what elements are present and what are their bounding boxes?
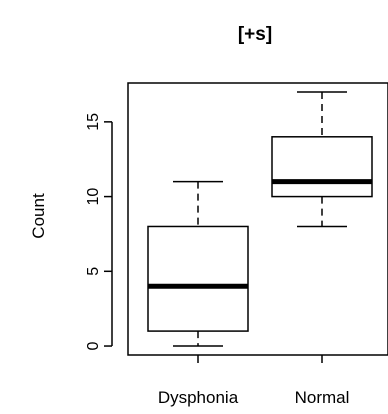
- y-tick-label: 15: [85, 113, 102, 131]
- box-normal: [271, 91, 373, 228]
- y-tick-label: 10: [85, 188, 102, 206]
- iqr-box: [271, 136, 373, 198]
- y-axis: 0 5 10 15: [85, 113, 113, 350]
- y-tick-label: 0: [85, 341, 102, 350]
- y-axis-label: Count: [29, 193, 48, 239]
- iqr-box: [147, 225, 249, 332]
- box-dysphonia: [147, 180, 249, 347]
- boxes-group: [147, 91, 373, 347]
- plot-frame: [127, 82, 388, 356]
- y-tick-label: 5: [85, 267, 102, 276]
- x-tick-label: Dysphonia: [158, 388, 239, 407]
- x-tick-label: Normal: [295, 388, 350, 407]
- chart-title: [+s]: [238, 24, 272, 45]
- x-axis: Dysphonia Normal: [158, 355, 350, 407]
